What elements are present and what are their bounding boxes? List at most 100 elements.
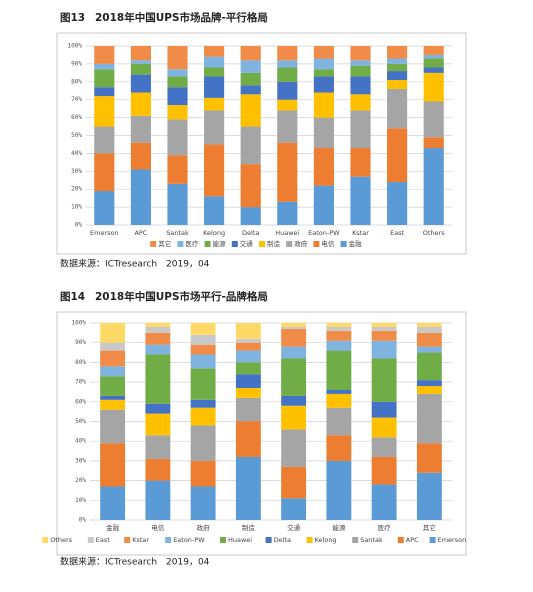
bar-segment bbox=[204, 76, 225, 98]
bar-segment bbox=[167, 69, 188, 77]
bar-segment bbox=[277, 99, 298, 111]
bar-segment bbox=[350, 94, 371, 111]
bar-segment bbox=[100, 342, 126, 351]
bar-segment bbox=[387, 80, 408, 89]
legend-swatch bbox=[220, 537, 226, 543]
bar-segment bbox=[326, 323, 352, 327]
bar-segment bbox=[167, 46, 188, 70]
legend-swatch bbox=[306, 537, 313, 543]
legend-label: Emerson bbox=[438, 536, 467, 544]
chart-frame bbox=[56, 311, 467, 556]
bar-segment bbox=[371, 456, 397, 485]
y-tick-label: 30% bbox=[75, 457, 86, 464]
bar-segment bbox=[240, 60, 261, 73]
y-tick-label: 10% bbox=[71, 204, 82, 211]
bar-segment bbox=[387, 63, 408, 72]
legend-label: APC bbox=[406, 536, 419, 544]
legend-label: 医疗 bbox=[185, 239, 199, 248]
bar-segment bbox=[387, 88, 408, 129]
x-tick-label: Santak bbox=[166, 229, 189, 237]
bar-segment bbox=[313, 92, 334, 118]
bar-segment bbox=[350, 65, 371, 77]
bar-segment bbox=[281, 405, 307, 430]
bar-segment bbox=[240, 126, 261, 165]
y-tick-label: 20% bbox=[71, 186, 82, 193]
y-tick-label: 70% bbox=[71, 96, 82, 103]
bar-segment bbox=[313, 58, 334, 70]
legend-swatch bbox=[265, 537, 272, 543]
x-tick-label: 政府 bbox=[197, 523, 211, 532]
bar-segment bbox=[416, 393, 442, 444]
bar-segment bbox=[423, 58, 444, 68]
bar-segment bbox=[190, 334, 216, 345]
bar-segment bbox=[240, 94, 261, 127]
bar-segment bbox=[281, 358, 307, 396]
bar-segment bbox=[416, 472, 442, 520]
bar-segment bbox=[423, 101, 444, 138]
bar-segment bbox=[371, 417, 397, 438]
bar-segment bbox=[326, 460, 352, 520]
y-tick-label: 10% bbox=[75, 497, 86, 504]
bar-segment bbox=[416, 332, 442, 347]
legend-swatch bbox=[397, 537, 404, 543]
bar-segment bbox=[350, 76, 371, 95]
x-tick-label: Delta bbox=[242, 229, 259, 237]
bar-segment bbox=[326, 393, 352, 408]
bar-segment bbox=[350, 60, 371, 66]
legend-label: Santak bbox=[360, 536, 383, 544]
bar-segment bbox=[326, 340, 352, 351]
bar-segment bbox=[235, 388, 261, 398]
legend-label: Kstar bbox=[132, 536, 149, 544]
bar-segment bbox=[240, 46, 261, 61]
bar-segment bbox=[423, 137, 444, 149]
bar-segment bbox=[371, 330, 397, 341]
bar-segment bbox=[145, 480, 171, 520]
bar-segment bbox=[387, 182, 408, 225]
y-tick-label: 50% bbox=[75, 418, 86, 425]
y-tick-label: 80% bbox=[75, 359, 86, 366]
bar-segment bbox=[350, 176, 371, 225]
x-tick-label: 医疗 bbox=[378, 523, 392, 532]
bar-segment bbox=[100, 443, 126, 487]
bar-segment bbox=[235, 397, 261, 422]
x-tick-label: Kelong bbox=[203, 229, 225, 237]
source-note: 数据来源：ICTresearch 2019，04 bbox=[60, 258, 210, 270]
bar-segment bbox=[371, 401, 397, 418]
bar-segment bbox=[100, 350, 126, 367]
legend-label: 交通 bbox=[240, 239, 254, 248]
legend-label: Others bbox=[50, 536, 72, 544]
bar-segment bbox=[235, 362, 261, 375]
y-tick-label: 20% bbox=[75, 477, 86, 484]
x-tick-label: Eaton-PW bbox=[308, 229, 340, 237]
bar-segment bbox=[235, 338, 261, 343]
bar-segment bbox=[94, 69, 115, 88]
bar-segment bbox=[204, 144, 225, 197]
bar-segment bbox=[130, 169, 151, 225]
bar-segment bbox=[190, 460, 216, 487]
bar-segment bbox=[94, 63, 115, 70]
bar-segment bbox=[281, 498, 307, 520]
bar-segment bbox=[371, 323, 397, 327]
bar-segment bbox=[240, 85, 261, 95]
bar-segment bbox=[190, 407, 216, 426]
y-tick-label: 100% bbox=[68, 43, 83, 50]
legend-swatch bbox=[124, 537, 131, 543]
bar-segment bbox=[281, 326, 307, 329]
legend-swatch bbox=[313, 241, 320, 247]
bar-segment bbox=[167, 183, 188, 225]
bar-segment bbox=[371, 358, 397, 402]
bar-segment bbox=[235, 374, 261, 389]
legend-label: 金融 bbox=[349, 239, 363, 248]
bar-segment bbox=[235, 342, 261, 351]
bar-segment bbox=[326, 326, 352, 331]
bar-segment bbox=[313, 117, 334, 149]
y-tick-label: 0% bbox=[75, 222, 83, 229]
bar-segment bbox=[130, 46, 151, 61]
x-tick-label: 能源 bbox=[332, 523, 346, 532]
bar-segment bbox=[281, 346, 307, 359]
y-tick-label: 60% bbox=[71, 114, 82, 121]
bar-segment bbox=[100, 409, 126, 444]
chart-title: 2018年中国UPS市场品牌-平行格局 bbox=[95, 11, 268, 24]
legend-swatch bbox=[87, 537, 94, 543]
